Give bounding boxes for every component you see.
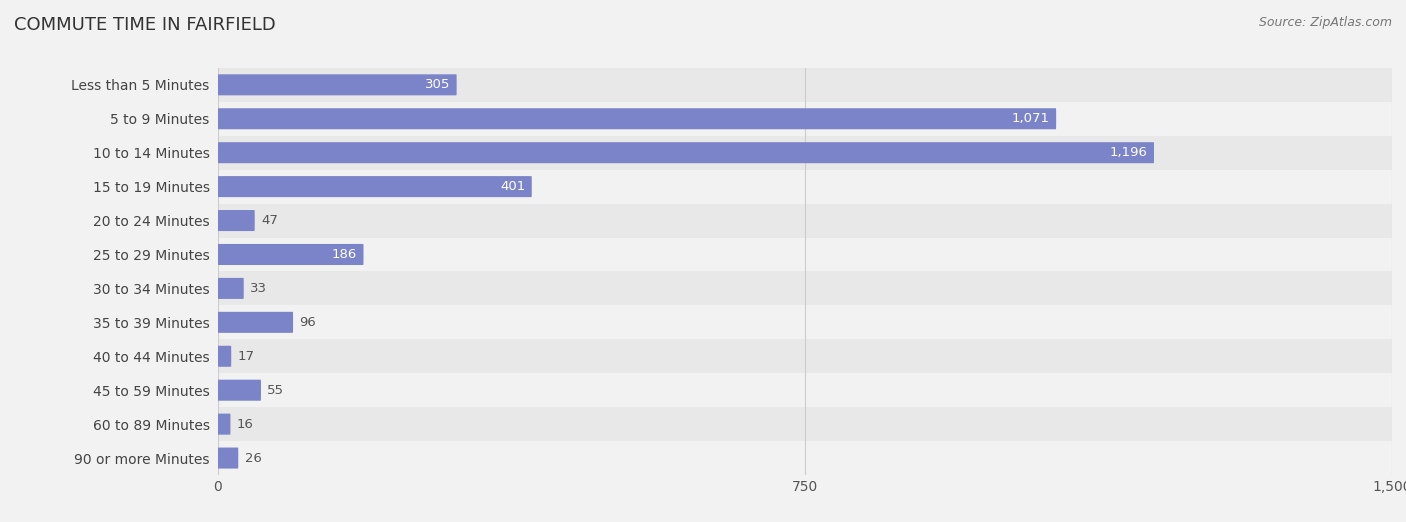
Bar — [218, 238, 1392, 271]
Bar — [218, 102, 1392, 136]
FancyBboxPatch shape — [218, 346, 231, 367]
Bar — [218, 271, 1392, 305]
Bar — [218, 204, 1392, 238]
FancyBboxPatch shape — [218, 413, 231, 435]
Text: Source: ZipAtlas.com: Source: ZipAtlas.com — [1258, 16, 1392, 29]
FancyBboxPatch shape — [218, 176, 531, 197]
Bar — [218, 339, 1392, 373]
Text: 305: 305 — [425, 78, 450, 91]
FancyBboxPatch shape — [218, 379, 262, 401]
Text: 47: 47 — [262, 214, 278, 227]
Bar — [218, 373, 1392, 407]
Text: 96: 96 — [299, 316, 316, 329]
FancyBboxPatch shape — [218, 278, 243, 299]
Text: 186: 186 — [332, 248, 357, 261]
Bar — [218, 305, 1392, 339]
Text: 55: 55 — [267, 384, 284, 397]
FancyBboxPatch shape — [218, 74, 457, 96]
Text: 33: 33 — [250, 282, 267, 295]
FancyBboxPatch shape — [218, 244, 364, 265]
FancyBboxPatch shape — [218, 447, 238, 469]
Text: 1,071: 1,071 — [1012, 112, 1050, 125]
Text: 401: 401 — [501, 180, 526, 193]
FancyBboxPatch shape — [218, 312, 292, 333]
FancyBboxPatch shape — [218, 210, 254, 231]
Bar — [218, 407, 1392, 441]
Text: 26: 26 — [245, 452, 262, 465]
Bar — [218, 68, 1392, 102]
Bar — [218, 136, 1392, 170]
Text: 17: 17 — [238, 350, 254, 363]
FancyBboxPatch shape — [218, 108, 1056, 129]
Text: 16: 16 — [236, 418, 253, 431]
Bar — [218, 170, 1392, 204]
Text: 1,196: 1,196 — [1109, 146, 1147, 159]
Text: COMMUTE TIME IN FAIRFIELD: COMMUTE TIME IN FAIRFIELD — [14, 16, 276, 33]
Bar — [218, 441, 1392, 475]
FancyBboxPatch shape — [218, 142, 1154, 163]
